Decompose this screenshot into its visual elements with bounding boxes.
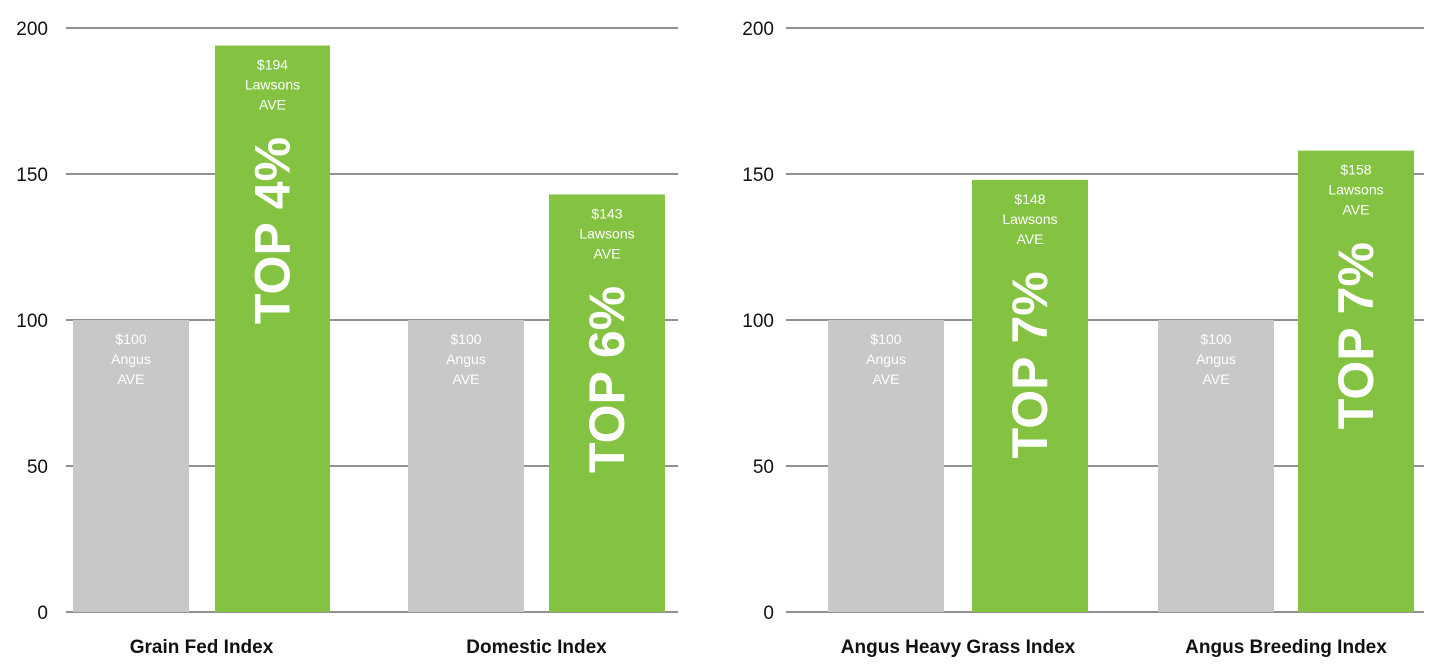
bar-data-label: AVE [594,245,621,261]
y-tick-label: 50 [753,457,774,478]
bar-data-label: $194 [257,57,288,73]
y-tick-label: 100 [16,311,48,332]
bar-data-label: $100 [115,331,146,347]
bar-lawsons [972,179,1088,612]
y-tick-label: 50 [27,457,48,478]
bar-lawsons [549,194,665,612]
bar-data-label: AVE [453,371,480,387]
bar-data-label: AVE [1343,202,1370,218]
y-tick-label: 150 [16,165,48,186]
bar-angus [408,320,524,612]
bar-data-label: $100 [1200,331,1231,347]
top-percent-annotation: TOP 4% [245,137,301,324]
bar-data-label: AVE [873,371,900,387]
bar-angus [828,320,944,612]
chart-panel-2: 0 50 100 150 200 $100 Angus AVE $148 Lawsons AVE An… [742,19,1424,658]
bar-data-label: Lawsons [1002,211,1057,227]
bar-data-label: Lawsons [579,225,634,241]
top-percent-annotation: TOP 7% [1328,242,1384,429]
bar-angus [73,320,189,612]
bar-data-label: Angus [1196,351,1236,367]
category-label: Angus Heavy Grass Index [841,637,1076,658]
bar-data-label: Lawsons [245,77,300,93]
bar-data-label: $148 [1014,191,1045,207]
y-tick-label: 100 [742,311,774,332]
bar-data-label: Lawsons [1328,182,1383,198]
y-tick-label: 0 [37,603,48,624]
bar-data-label: AVE [118,371,145,387]
y-tick-label: 200 [16,19,48,40]
chart-panel-1: 0 50 100 150 200 $100 Angus AVE $194 Lawsons AVE Gr… [16,19,678,658]
bar-data-label: AVE [1203,371,1230,387]
bar-data-label: Angus [446,351,486,367]
bar-lawsons [215,45,330,612]
top-percent-annotation: TOP 7% [1002,271,1058,458]
bar-data-label: Angus [866,351,906,367]
category-label: Grain Fed Index [130,637,274,658]
bar-data-label: AVE [259,97,286,113]
bar-data-label: $100 [450,331,481,347]
bar-lawsons [1298,150,1414,612]
bar-data-label: Angus [111,351,151,367]
category-label: Domestic Index [466,637,607,658]
bar-data-label: $158 [1340,162,1371,178]
bar-data-label: $100 [870,331,901,347]
y-tick-label: 0 [763,603,774,624]
top-percent-annotation: TOP 6% [579,286,635,473]
category-label: Angus Breeding Index [1185,637,1387,658]
y-tick-label: 150 [742,165,774,186]
y-tick-label: 200 [742,19,774,40]
bar-data-label: $143 [591,205,622,221]
bar-angus [1158,320,1274,612]
bar-data-label: AVE [1017,231,1044,247]
